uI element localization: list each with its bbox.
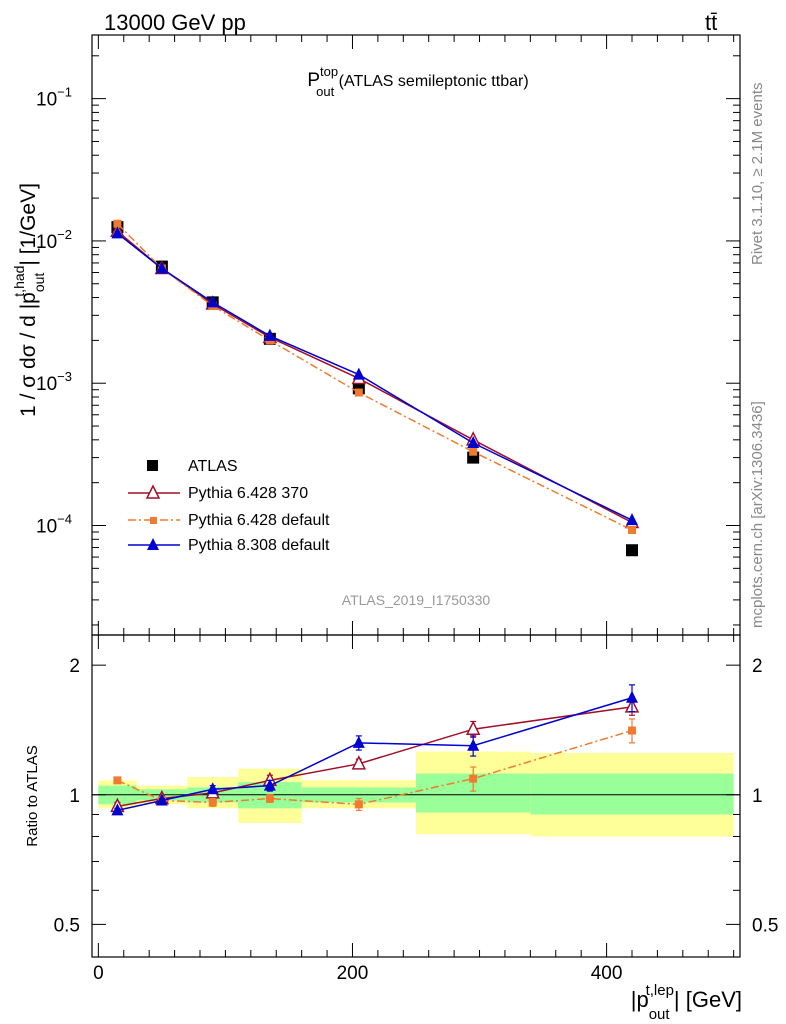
legend-label-atlas: ATLAS (188, 458, 238, 475)
ratio-data-point (626, 690, 638, 703)
main-data-point (111, 226, 124, 239)
ratio-plot-layer: 0.5 0.5 1 1 2 2 0 200 400 (54, 635, 778, 984)
legend-marker-pythia6-default (150, 517, 157, 524)
main-series-line (116, 232, 633, 521)
main-data-point (206, 295, 219, 308)
main-y-tick-label: 10−3 (36, 369, 72, 395)
process-label: tt̄ (705, 10, 717, 35)
ratio-y-tick-label-right: 1 (752, 786, 763, 807)
ratio-data-point (263, 778, 276, 791)
main-series-atlas (111, 221, 638, 557)
main-data-point (263, 328, 276, 341)
main-series-pythia-8-308-default (111, 226, 638, 526)
analysis-id-label: ATLAS_2019_I1750330 (342, 592, 491, 608)
x-tick-label: 400 (591, 963, 623, 984)
ratio-y-tick-label-left: 0.5 (54, 915, 80, 936)
ratio-y-tick-label-left: 1 (69, 786, 80, 807)
ratio-data-point (265, 794, 274, 803)
mcplots-label: mcplots.cern.ch [arXiv:1306.3436] (749, 401, 766, 628)
main-data-point (113, 219, 122, 228)
ratio-data-point (113, 776, 122, 785)
main-data-point (155, 261, 168, 274)
legend-label-pythia6-default: Pythia 6.428 default (188, 512, 330, 529)
ratio-data-point (628, 726, 636, 735)
legend: ATLAS Pythia 6.428 370 Pythia 6.428 defa… (128, 458, 330, 554)
energy-label: 13000 GeV pp (104, 10, 246, 35)
main-plot-title: Ptop out (ATLAS semileptonic ttbar) (307, 64, 528, 99)
main-data-point (628, 525, 636, 534)
rivet-version-label: Rivet 3.1.10, ≥ 2.1M events (749, 83, 766, 266)
main-y-tick-label: 10−2 (36, 227, 72, 253)
main-data-point (467, 436, 480, 449)
main-y-tick-label: 10−4 (36, 511, 72, 537)
ratio-data-point (111, 803, 124, 816)
ratio-y-tick-label-right: 2 (752, 656, 763, 677)
main-series-line (116, 230, 633, 524)
ratio-data-point (352, 735, 365, 748)
ratio-data-point (469, 774, 478, 783)
main-data-point (352, 367, 365, 380)
ratio-data-point (155, 793, 168, 806)
x-axis-label: |poutt,lep| [GeV] (631, 982, 742, 1023)
main-data-point (626, 513, 638, 526)
x-tick-label: 0 (93, 963, 104, 984)
ratio-data-point (208, 798, 217, 807)
legend-marker-atlas (147, 460, 158, 471)
ratio-data-point (354, 800, 363, 809)
main-plot-layer: 10−1 10−2 10−3 10−4 (36, 35, 740, 635)
ratio-data-point (206, 782, 219, 795)
legend-label-pythia8-default: Pythia 8.308 default (188, 537, 330, 554)
ratio-y-tick-label-right: 0.5 (752, 915, 778, 936)
ratio-data-point (351, 755, 367, 770)
ratio-series-pythia-8-308-default (111, 684, 638, 816)
ratio-data-point (467, 738, 480, 751)
legend-marker-pythia8-default (147, 538, 159, 550)
main-y-tick-label: 10−1 (36, 85, 72, 111)
main-data-point (354, 388, 363, 397)
main-series-pythia-6-428-370 (110, 222, 640, 529)
uncertainty-band-inner (530, 773, 734, 815)
legend-marker-pythia6-370 (145, 484, 161, 499)
main-data-point (626, 544, 638, 557)
x-tick-label: 200 (337, 963, 369, 984)
main-data-point (469, 447, 478, 456)
ratio-y-tick-label-left: 2 (69, 656, 80, 677)
legend-label-pythia6-370: Pythia 6.428 370 (188, 485, 308, 502)
ratio-plot-frame (91, 634, 741, 958)
ratio-data-point (465, 720, 481, 735)
ratio-y-axis-label: Ratio to ATLAS (24, 745, 41, 846)
